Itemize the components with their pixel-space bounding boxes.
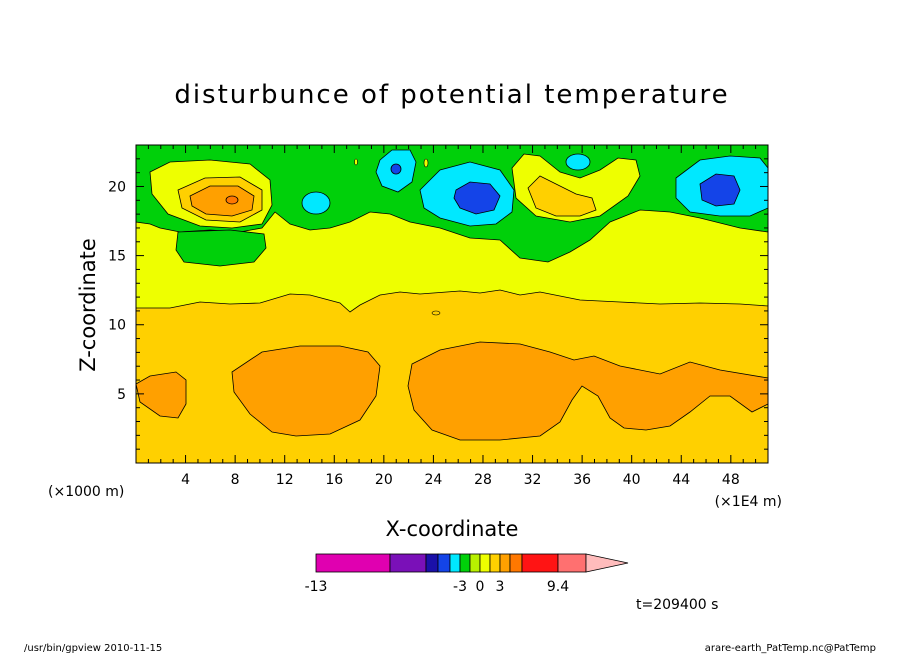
y-axis: 5 10 15 20 <box>108 158 768 450</box>
colorbar-segment <box>557 553 587 573</box>
x-tick-label: 8 <box>231 472 240 488</box>
colorbar-segment <box>509 553 523 573</box>
cyan-spot <box>565 153 591 171</box>
colorbar-segment <box>315 553 391 573</box>
x-tick-label: 40 <box>623 472 641 488</box>
orange-region-center-left <box>231 345 381 437</box>
y-tick-label: 20 <box>108 179 126 195</box>
y-axis-label: Z-coordinate <box>76 238 100 372</box>
colorbar <box>315 553 629 573</box>
colorbar-segment <box>425 553 439 573</box>
colorbar-segment <box>389 553 427 573</box>
colorbar-segment <box>437 553 451 573</box>
colorbar-label: 0 <box>476 579 485 595</box>
footer-right: arare-earth_PatTemp.nc@PatTemp <box>705 643 876 654</box>
orange-region-center <box>407 341 769 441</box>
green-patch <box>175 229 267 267</box>
island-3 <box>354 158 358 166</box>
colorbar-segment <box>469 553 481 573</box>
y-tick-label: 10 <box>108 318 126 334</box>
x-tick-label: 12 <box>276 472 294 488</box>
orange-region-left <box>135 371 187 419</box>
colorbar-labels: -13 -3 0 3 9.4 <box>305 579 570 595</box>
blue-blob-2 <box>699 173 741 207</box>
island-1 <box>431 310 441 316</box>
chart-title: disturbunce of potential temperature <box>174 80 729 110</box>
x-tick-label: 32 <box>524 472 542 488</box>
blob-core-upper <box>225 195 239 205</box>
x-axis: 4 8 12 16 20 24 28 32 36 40 44 48 <box>147 145 757 488</box>
x-tick-label: 24 <box>424 472 442 488</box>
x-tick-label: 16 <box>325 472 343 488</box>
blob-dark-orange-upper <box>189 185 255 217</box>
time-label: t=209400 s <box>636 597 718 613</box>
plot-area <box>135 144 769 464</box>
x-tick-label: 48 <box>722 472 740 488</box>
island-2 <box>423 158 429 168</box>
blob-orange-right <box>527 175 597 217</box>
y-tick-label: 5 <box>117 387 126 403</box>
x-axis-label: X-coordinate <box>386 517 519 541</box>
x-tick-label: 20 <box>375 472 393 488</box>
blue-blob-1 <box>453 181 501 215</box>
colorbar-segment <box>489 553 501 573</box>
x-tick-label: 36 <box>573 472 591 488</box>
colorbar-segment <box>521 553 559 573</box>
x-unit-right: (×1E4 m) <box>715 494 782 510</box>
colorbar-label: 9.4 <box>547 579 569 595</box>
colorbar-segment <box>499 553 511 573</box>
colorbar-segment <box>459 553 471 573</box>
colorbar-label: 3 <box>496 579 505 595</box>
colorbar-label: -3 <box>453 579 467 595</box>
x-tick-label: 4 <box>181 472 190 488</box>
colorbar-label: -13 <box>305 579 328 595</box>
colorbar-segment <box>449 553 461 573</box>
colorbar-segment <box>479 553 491 573</box>
colorbar-arrow <box>585 553 629 573</box>
x-unit-left: (×1000 m) <box>48 484 124 500</box>
blue-spot-1 <box>390 163 402 175</box>
x-tick-label: 28 <box>474 472 492 488</box>
y-tick-label: 15 <box>108 249 126 265</box>
cyan-blob-1 <box>301 191 331 215</box>
x-tick-label: 44 <box>672 472 690 488</box>
plot-frame <box>135 144 769 464</box>
footer-left: /usr/bin/gpview 2010-11-15 <box>24 643 162 654</box>
